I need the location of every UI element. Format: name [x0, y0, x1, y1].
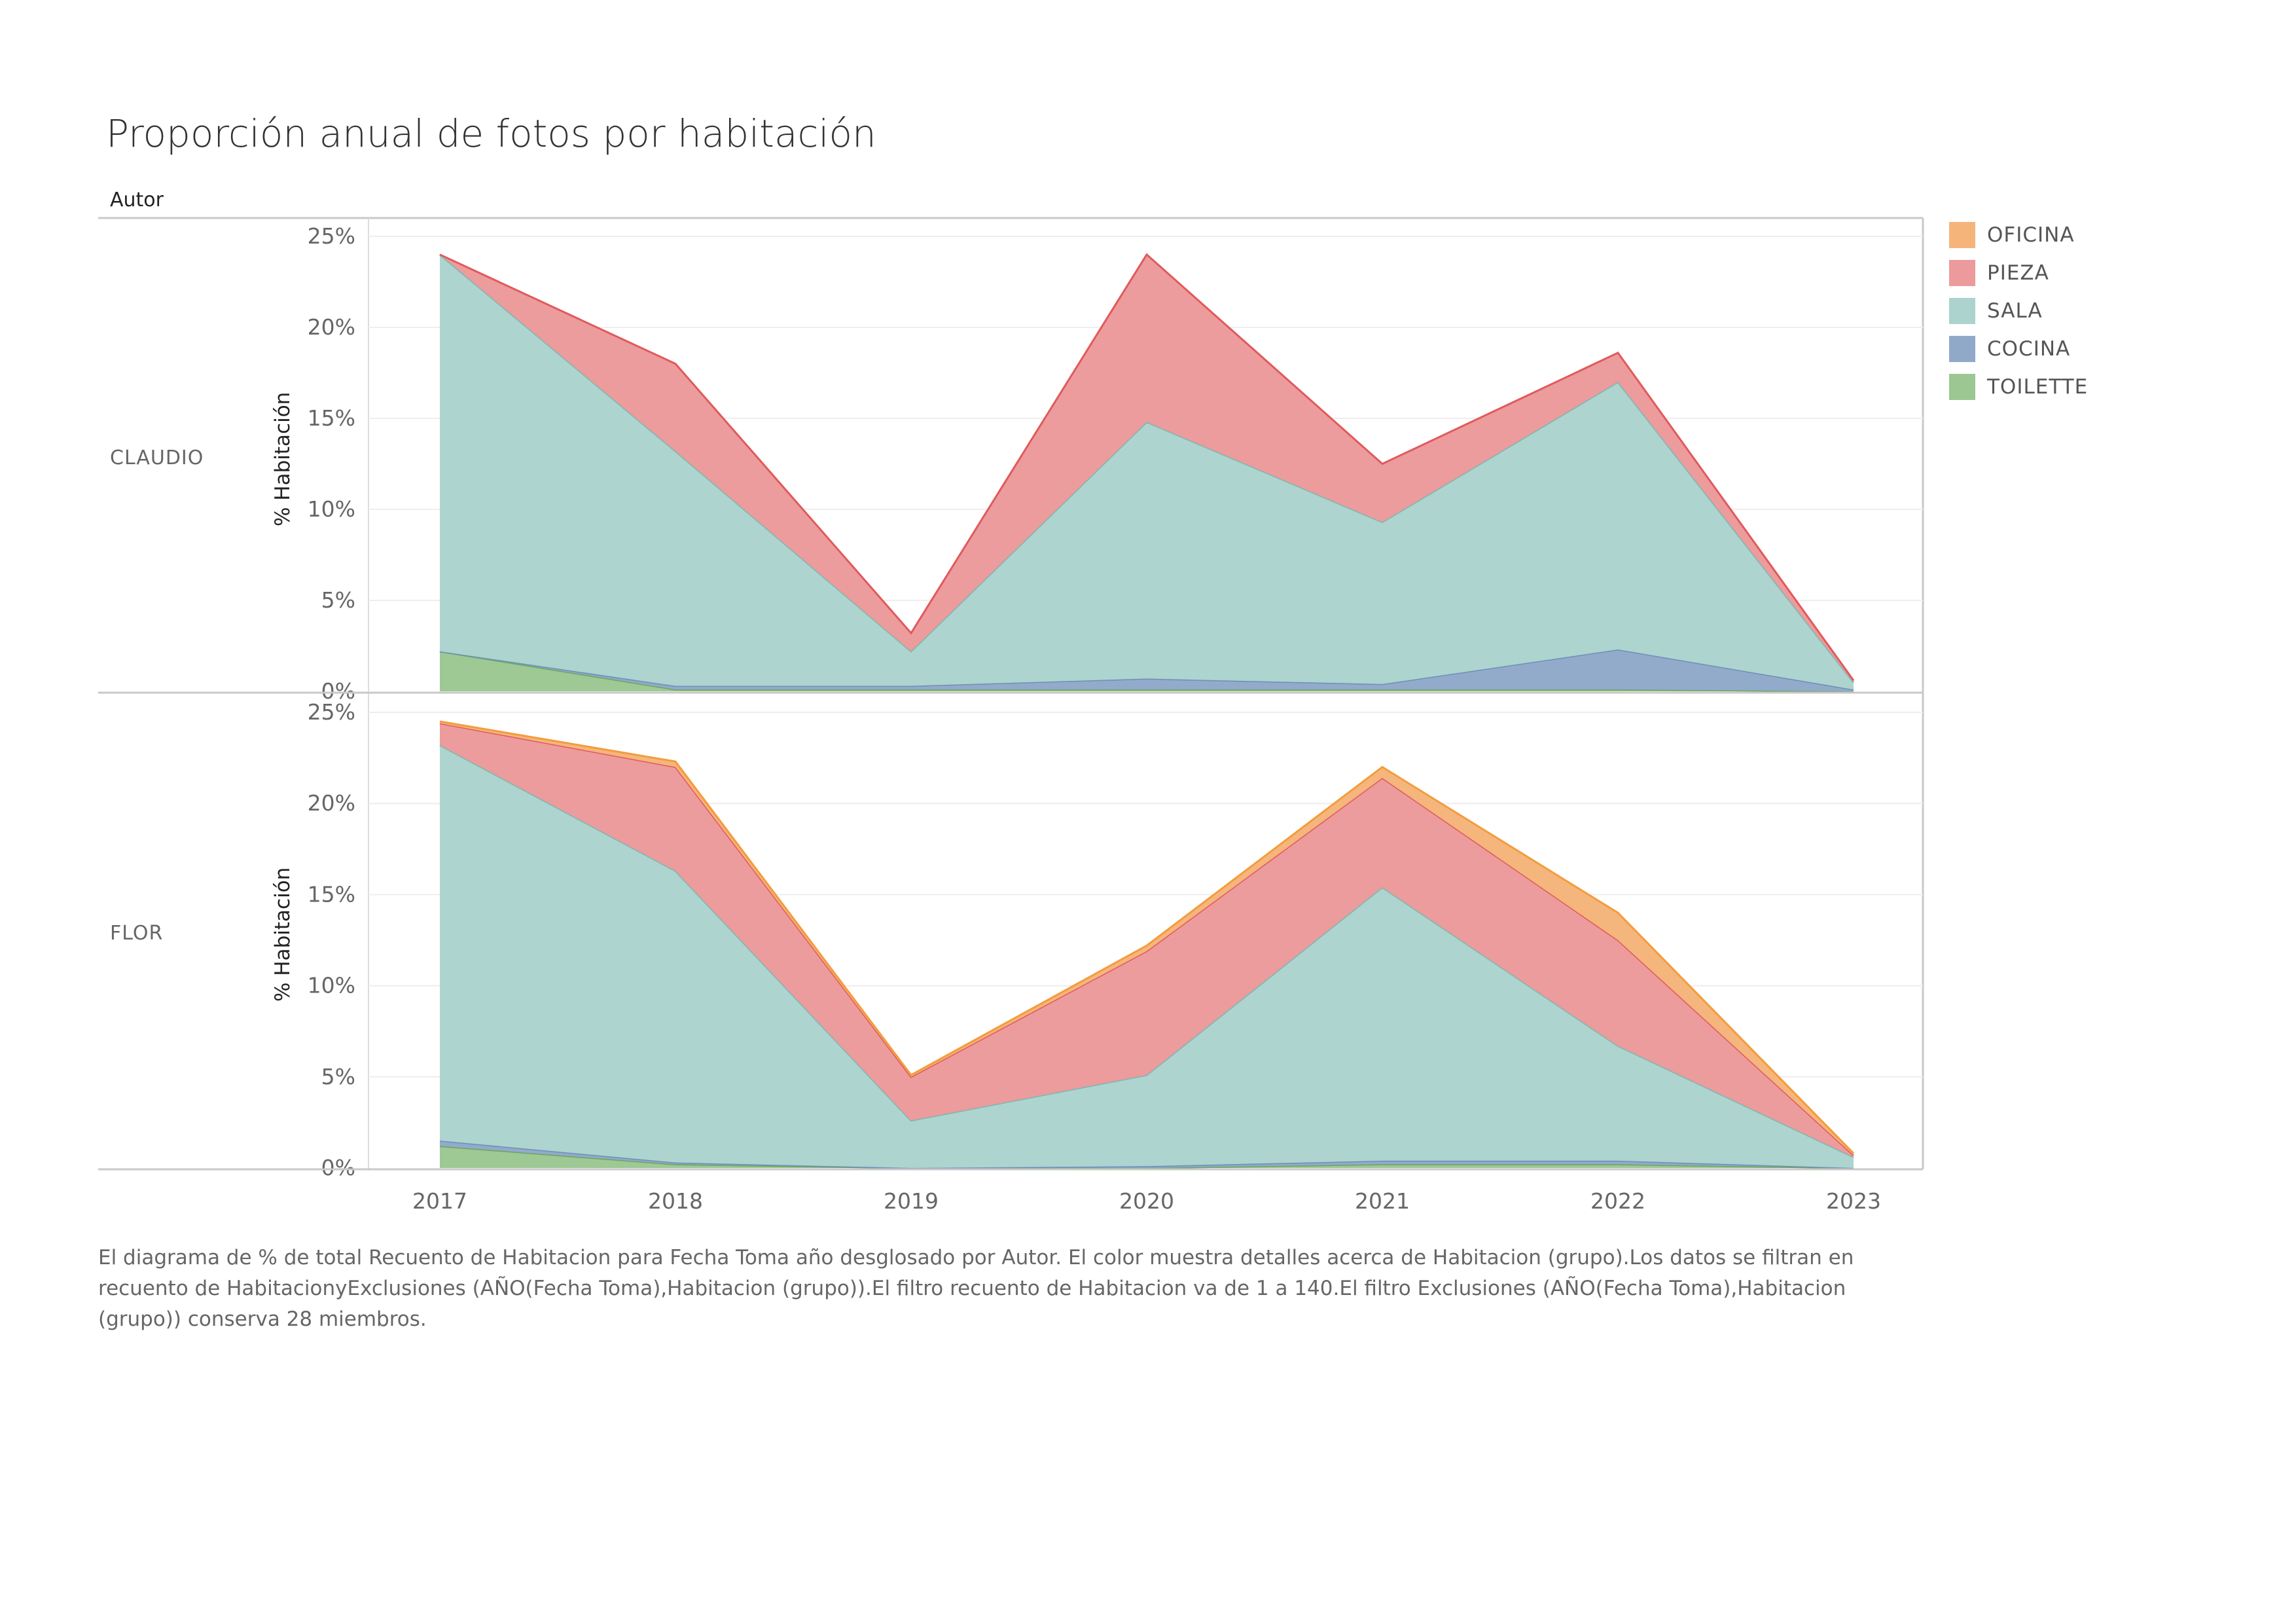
y-tick-label: 5% — [321, 587, 355, 613]
area-sala-flor — [440, 745, 1854, 1168]
legend-label: TOILETTE — [1987, 375, 2089, 399]
area-cocina-claudio — [440, 649, 1854, 691]
line-oficina-flor — [439, 720, 1855, 1154]
y-tick-label: 20% — [308, 790, 355, 816]
legend-swatch — [1949, 260, 1975, 286]
legend-item-cocina[interactable]: COCINA — [1949, 330, 2088, 368]
legend-item-sala[interactable]: SALA — [1949, 292, 2088, 330]
chart-caption: El diagrama de % de total Recuento de Ha… — [98, 1246, 1854, 1331]
x-tick-label: 2021 — [1355, 1188, 1410, 1214]
y-tick-label: 10% — [308, 973, 355, 998]
panel-label-flor: FLOR — [110, 922, 164, 945]
legend-item-oficina[interactable]: OFICINA — [1949, 216, 2088, 254]
chart-title: Proporción anual de fotos por habitación — [106, 111, 876, 156]
x-tick-label: 2022 — [1590, 1188, 1645, 1214]
y-tick-label: 25% — [308, 223, 355, 249]
area-pieza-claudio — [440, 254, 1854, 683]
x-tick-label: 2023 — [1826, 1188, 1881, 1214]
legend-swatch — [1949, 298, 1975, 324]
legend-item-pieza[interactable]: PIEZA — [1949, 254, 2088, 292]
facet-header: Autor — [110, 189, 164, 211]
y-tick-label: 0% — [321, 678, 355, 704]
legend-label: SALA — [1987, 299, 2043, 323]
legend: OFICINA PIEZA SALA COCINA TOILETTE — [1949, 216, 2088, 406]
panel-label-claudio: CLAUDIO — [110, 447, 204, 469]
y-tick-label: 5% — [321, 1064, 355, 1089]
legend-label: COCINA — [1987, 337, 2071, 361]
y-tick-label: 10% — [308, 496, 355, 522]
area-sala-claudio — [440, 254, 1854, 690]
legend-item-toilette[interactable]: TOILETTE — [1949, 368, 2088, 406]
legend-swatch — [1949, 374, 1975, 400]
y-tick-label: 0% — [321, 1155, 355, 1180]
x-tick-label: 2017 — [412, 1188, 467, 1214]
y-tick-label: 20% — [308, 314, 355, 340]
area-toilette-flor — [440, 1146, 1854, 1168]
x-tick-label: 2020 — [1119, 1188, 1174, 1214]
x-tick-label: 2018 — [648, 1188, 703, 1214]
legend-label: PIEZA — [1987, 261, 2049, 285]
x-tick-label: 2019 — [884, 1188, 939, 1214]
y-tick-label: 15% — [308, 881, 355, 907]
legend-label: OFICINA — [1987, 223, 2075, 247]
area-pieza-flor — [440, 723, 1854, 1158]
area-toilette-claudio — [440, 651, 1854, 691]
y-tick-label: 15% — [308, 405, 355, 431]
y-tick-label: 25% — [308, 699, 355, 725]
legend-swatch — [1949, 222, 1975, 248]
line-pieza-claudio — [439, 253, 1855, 682]
legend-swatch — [1949, 336, 1975, 362]
